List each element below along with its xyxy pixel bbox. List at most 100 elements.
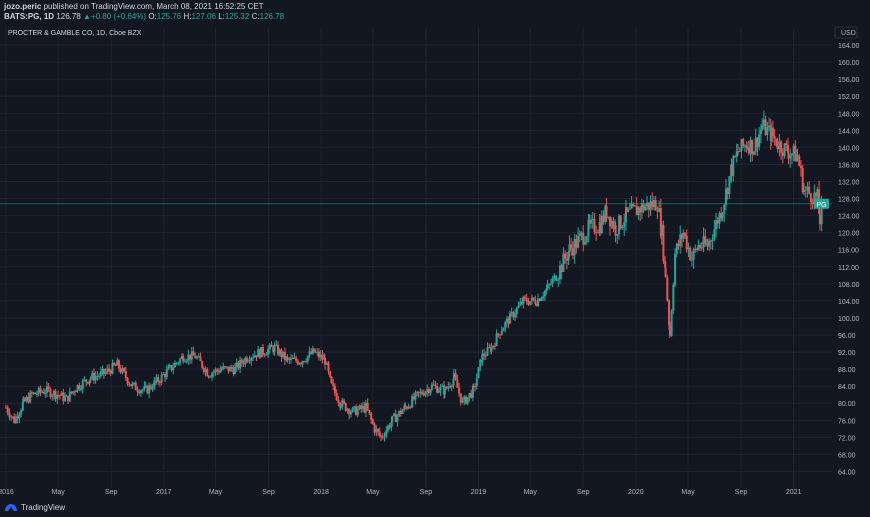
candle-body (296, 360, 299, 365)
candle-body (675, 243, 678, 254)
candle-body (404, 405, 407, 408)
candle-body (37, 387, 40, 394)
candle-body (390, 421, 393, 428)
candle-body (737, 151, 740, 153)
candle-body (133, 382, 136, 384)
candle-body (474, 386, 477, 388)
candle-body (670, 310, 673, 336)
symbol-label[interactable]: BATS:PG, 1D (4, 12, 55, 21)
candle-body (136, 390, 139, 392)
candle-body (298, 363, 301, 365)
tradingview-brand: TradingView (21, 503, 66, 512)
candle-body (567, 251, 570, 261)
candle-body (172, 367, 175, 371)
candle-body (185, 360, 188, 362)
candle-body (312, 348, 315, 353)
candle-body (495, 333, 498, 346)
candle-body (158, 381, 161, 383)
candle-body (75, 390, 78, 392)
candle-body (587, 220, 590, 237)
candle-body (248, 360, 251, 362)
candle-body (232, 369, 235, 375)
last-price: 126.78 (56, 12, 81, 21)
candle-body (383, 436, 386, 438)
candle-body (385, 430, 388, 437)
candle-body (687, 247, 690, 250)
candle-body (585, 236, 588, 243)
candle-body (679, 234, 682, 247)
candle-body (268, 344, 271, 350)
candle-body (463, 396, 466, 401)
candle-body (642, 203, 645, 211)
candle-body (353, 406, 356, 408)
candle-body (321, 354, 324, 360)
candle-body (434, 385, 437, 387)
candle-body (230, 366, 233, 370)
candle-body (57, 395, 60, 397)
candle-body (450, 385, 453, 387)
candle-body (91, 372, 94, 379)
open-label: O: (148, 12, 157, 21)
candle-body (229, 366, 232, 372)
candle-body (151, 388, 154, 390)
candle-body (21, 402, 24, 411)
candle-body (815, 192, 818, 197)
candle-body (588, 220, 591, 224)
candle-body (548, 284, 551, 286)
candle-body (630, 203, 633, 209)
candle-body (141, 389, 144, 391)
candle-body (149, 385, 152, 389)
x-tick-label: 2016 (0, 489, 14, 496)
candle-body (401, 410, 404, 414)
candle-body (628, 208, 631, 210)
candle-body (378, 431, 381, 436)
candle-body (659, 208, 662, 236)
candle-body (168, 365, 171, 367)
candle-body (273, 345, 276, 353)
candle-body (403, 405, 406, 411)
candle-body (131, 383, 134, 387)
candle-body (726, 188, 729, 195)
candle-body (562, 253, 565, 272)
candle-body (391, 415, 394, 422)
candle-body (356, 409, 359, 416)
candle-body (102, 368, 105, 375)
candle-body (246, 360, 249, 362)
candle-body (432, 384, 435, 386)
close-label: C: (251, 12, 260, 21)
candle-body (668, 300, 671, 326)
candle-body (67, 395, 70, 402)
candle-body (680, 234, 683, 239)
candle-body (565, 258, 568, 261)
candle-body (758, 134, 761, 147)
y-tick-label: 116.00 (838, 248, 859, 255)
candle-body (34, 392, 37, 395)
candle-body (386, 425, 389, 431)
candle-body (81, 380, 84, 389)
candle-body (42, 391, 45, 394)
candle-body (524, 296, 527, 299)
candle-body (278, 349, 281, 355)
author-name[interactable]: jozo.peric (4, 2, 42, 11)
candle-body (68, 391, 71, 402)
candle-body (344, 402, 347, 411)
price-chart[interactable]: 64.00 68.00 72.00 76.00 80.00 84.00 88.00 92.00… (0, 24, 870, 502)
candle-body (718, 213, 721, 224)
candle-body (424, 391, 427, 396)
candle-body (76, 384, 79, 391)
candle-body (575, 238, 578, 248)
candle-body (486, 347, 489, 356)
candle-body (222, 366, 225, 370)
candle-body (363, 405, 366, 413)
candle-body (139, 390, 142, 394)
candle-body (583, 242, 586, 245)
candle-body (502, 328, 505, 332)
candle-body (582, 232, 585, 245)
x-tick-label: 2021 (786, 489, 802, 496)
high-value: 127.06 (191, 12, 216, 21)
candle-body (22, 398, 25, 403)
symbol-line: BATS:PG, 1D 126.78 ▲+0.80 (+0.64%) O:125… (4, 12, 284, 21)
candle-body (237, 362, 240, 369)
tradingview-logo[interactable]: TradingView (4, 503, 65, 512)
chart-area[interactable]: 64.00 68.00 72.00 76.00 80.00 84.00 88.00 92.00… (0, 24, 870, 502)
